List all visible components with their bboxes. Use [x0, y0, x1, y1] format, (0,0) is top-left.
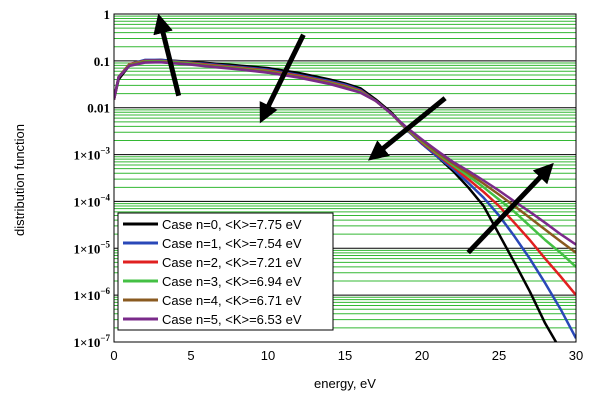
- trend-arrow: [368, 96, 447, 161]
- y-tick-label: 1×10−3: [73, 146, 110, 163]
- y-tick-labels: 1 0.1 0.01 1×10−3 1×10−4 1×10−5 1×10−6 1×10−7: [73, 7, 110, 350]
- y-tick-label: 1×10−7: [73, 333, 110, 350]
- x-tick-label: 0: [110, 348, 117, 363]
- x-tick-label: 15: [338, 348, 352, 363]
- legend-label: Case n=0, <K>=7.75 eV: [162, 217, 302, 232]
- y-tick-label: 1×10−6: [73, 286, 110, 303]
- legend-label: Case n=1, <K>=7.54 eV: [162, 236, 302, 251]
- x-axis-label: energy, eV: [314, 376, 376, 391]
- legend-box: [117, 212, 334, 331]
- legend: Case n=0, <K>=7.75 eV Case n=1, <K>=7.54 …: [117, 212, 334, 331]
- y-tick-label: 1: [104, 7, 111, 22]
- y-tick-label: 0.01: [87, 101, 110, 116]
- trend-arrow: [259, 33, 306, 124]
- trend-arrows: [153, 13, 554, 255]
- series-line: [114, 61, 576, 246]
- x-tick-label: 25: [492, 348, 506, 363]
- x-tick-label: 10: [261, 348, 275, 363]
- trend-arrow: [466, 162, 554, 255]
- legend-label: Case n=3, <K>=6.94 eV: [162, 274, 302, 289]
- legend-label: Case n=4, <K>=6.71 eV: [162, 293, 302, 308]
- y-tick-label: 1×10−4: [73, 192, 110, 209]
- x-tick-label: 20: [415, 348, 429, 363]
- plot-frame: [113, 13, 577, 343]
- legend-label: Case n=2, <K>=7.21 eV: [162, 255, 302, 270]
- y-tick-label: 0.1: [94, 54, 110, 69]
- x-tick-label: 5: [187, 348, 194, 363]
- y-axis-label: distribution function: [12, 124, 27, 236]
- x-tick-label: 30: [569, 348, 583, 363]
- x-tick-labels: 0 5 10 15 20 25 30: [110, 348, 583, 363]
- trend-arrow: [153, 13, 182, 97]
- legend-label: Case n=5, <K>=6.53 eV: [162, 312, 302, 327]
- y-tick-label: 1×10−5: [73, 239, 110, 256]
